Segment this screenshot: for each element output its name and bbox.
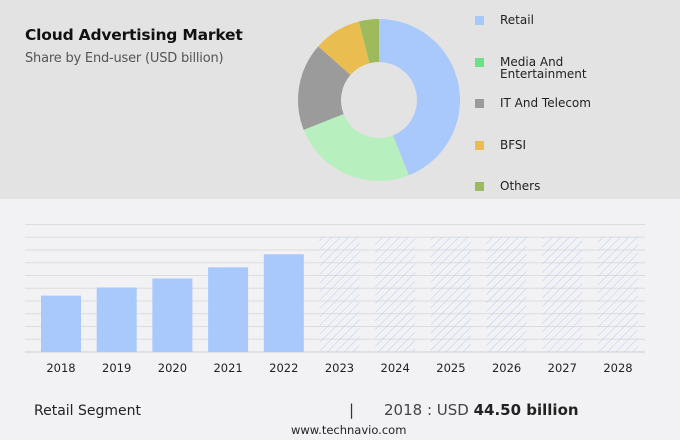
forecast-bar-2025 [430, 237, 471, 352]
forecast-bar-2024 [375, 237, 416, 352]
year-prefix: 2018 : USD [384, 401, 474, 419]
x-tick-label: 2020 [158, 361, 187, 375]
donut-slice-media-and-entertainment [303, 113, 409, 181]
segment-label: Retail Segment [34, 403, 142, 419]
legend-label: IT And Telecom [500, 96, 591, 110]
value-text: 44.50 billion [473, 401, 579, 419]
legend-swatch [475, 141, 484, 150]
bar-2022 [263, 254, 304, 352]
bar-2021 [208, 267, 249, 352]
legend-label: Retail [500, 13, 534, 27]
forecast-bar-2023 [319, 237, 360, 352]
x-tick-label: 2028 [603, 361, 632, 375]
legend-swatch [475, 16, 484, 25]
x-tick-label: 2018 [46, 361, 75, 375]
x-tick-label: 2026 [492, 361, 521, 375]
bar-chart: 2018 2019 2020 2021 2022 2023 2024 2025 2026 2027… [25, 224, 645, 375]
website-link[interactable]: www.technavio.com [291, 423, 407, 437]
donut-chart [298, 19, 460, 181]
forecast-bar-2028 [598, 237, 638, 352]
donut-slice-bfsi [318, 21, 370, 75]
legend-swatch [475, 58, 484, 67]
x-tick-label: 2019 [102, 361, 131, 375]
legend-label: BFSI [500, 138, 527, 152]
donut-slice-others [358, 19, 379, 64]
forecast-bar-2026 [486, 237, 527, 352]
legend-label: Others [500, 179, 541, 193]
x-tick-label: 2027 [548, 361, 577, 375]
bar-2019 [96, 287, 137, 352]
chart-title: Cloud Advertising Market [25, 26, 243, 44]
x-tick-label: 2021 [213, 361, 242, 375]
bar-2020 [152, 278, 193, 352]
x-tick-label: 2023 [325, 361, 354, 375]
legend-swatch [475, 182, 484, 191]
x-tick-label: 2025 [436, 361, 465, 375]
bar-2018 [41, 295, 81, 352]
x-tick-label: 2022 [269, 361, 298, 375]
x-tick-label: 2024 [381, 361, 410, 375]
chart-subtitle: Share by End-user (USD billion) [25, 51, 224, 66]
donut-slice-it-and-telecom [298, 46, 351, 130]
donut-slice-retail [379, 19, 460, 176]
forecast-bar-2027 [542, 237, 583, 352]
segment-value: 2018 : USD 44.50 billion [384, 401, 579, 419]
legend-swatch [475, 99, 484, 108]
footer-separator: | [349, 401, 355, 419]
legend-label: Media And Entertainment [500, 55, 587, 81]
